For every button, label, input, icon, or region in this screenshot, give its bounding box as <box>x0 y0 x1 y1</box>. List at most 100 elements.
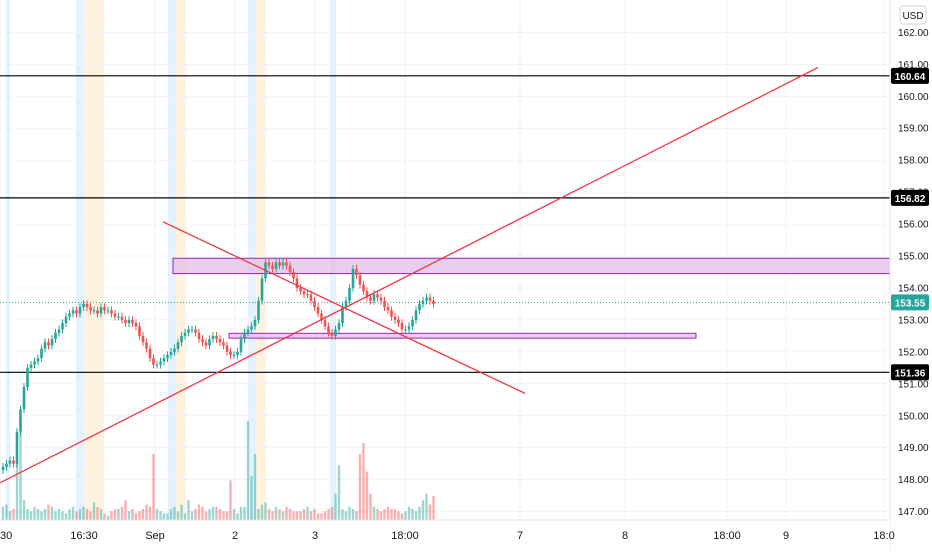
price-tick-label: 162.00 <box>898 28 929 39</box>
volume-bar <box>68 509 71 520</box>
level-price-label: 160.64 <box>895 72 926 83</box>
volume-bar <box>383 509 386 520</box>
candle-body <box>145 342 148 349</box>
volume-bar <box>75 511 78 520</box>
volume-bar <box>334 493 337 520</box>
candle-body <box>379 297 383 301</box>
time-tick-label: 8 <box>622 530 628 542</box>
candle-body <box>5 463 8 467</box>
candle-body <box>103 307 106 311</box>
volume-bar <box>418 506 421 520</box>
trendline <box>0 66 819 484</box>
price-tick-label: 152.00 <box>898 347 929 358</box>
candle-body <box>236 351 239 356</box>
volume-bar <box>110 511 113 520</box>
candles[interactable] <box>1 258 435 474</box>
candle-body <box>316 307 320 314</box>
volume-bar <box>131 509 134 520</box>
volume-bar <box>208 509 211 520</box>
volume-bar <box>215 506 218 520</box>
price-tick-label: 150.00 <box>898 411 929 422</box>
currency-box[interactable] <box>899 5 927 25</box>
volume-bar <box>190 511 194 520</box>
candle-body <box>285 262 288 266</box>
candle-body <box>313 300 316 308</box>
volume-bar <box>197 504 201 520</box>
currency-indicator[interactable]: USD <box>899 5 927 25</box>
volume-bar <box>117 509 120 520</box>
price-axis[interactable]: 147.00 148.00 149.00 150.00 151.00 152.00 153.… <box>889 0 932 550</box>
candle-body <box>68 313 71 317</box>
volume-bar <box>355 511 358 520</box>
time-tick-label: 18:0 <box>873 530 894 542</box>
volume-bar <box>201 506 204 520</box>
volume-bar <box>152 454 155 520</box>
volume-bar <box>204 511 208 520</box>
price-tick-label: 149.00 <box>898 443 929 454</box>
volume-bar <box>173 506 176 520</box>
candle-body <box>194 329 197 333</box>
price-axis-background <box>890 0 932 550</box>
level-price-label-box <box>891 67 929 84</box>
volume-bar <box>26 509 29 520</box>
time-tick-label: 18:00 <box>391 530 419 542</box>
candle-body <box>232 355 236 357</box>
volume-bar <box>148 506 152 520</box>
last-price-label-box <box>891 294 929 311</box>
session-band <box>6 0 10 520</box>
time-axis[interactable]: 30 16:30 Sep 2 3 18:00 7 8 18:00 9 18:0 <box>0 519 895 550</box>
volume-bar <box>400 513 404 520</box>
candle-body <box>106 310 110 312</box>
candle-body <box>243 332 246 340</box>
candle-body <box>176 342 180 349</box>
volume-bar <box>323 511 327 520</box>
volume-bar <box>127 511 131 520</box>
candle-body <box>180 335 183 343</box>
candle-body <box>71 310 75 314</box>
candle-body <box>330 332 334 336</box>
candle-body <box>327 326 330 333</box>
trendlines[interactable] <box>0 66 819 484</box>
time-axis-background <box>0 520 890 550</box>
candle-body <box>414 310 418 320</box>
candle-body <box>159 361 162 365</box>
candle-body <box>351 268 355 288</box>
candle-body <box>281 262 285 266</box>
candle-body <box>239 339 243 352</box>
volume-bar <box>5 504 8 520</box>
candle-body <box>337 323 341 330</box>
price-zones[interactable] <box>172 257 891 339</box>
candle-body <box>267 262 271 266</box>
volume-bar <box>43 509 47 520</box>
candle-body <box>309 294 313 301</box>
volume-bar <box>33 506 36 520</box>
candle-body <box>372 294 376 301</box>
candle-body <box>253 319 257 327</box>
candle-body <box>141 335 145 343</box>
session-band <box>84 0 104 520</box>
candle-body <box>260 278 264 301</box>
volume-bar <box>180 504 183 520</box>
candle-body <box>344 300 348 308</box>
candle-body <box>92 310 96 312</box>
candle-body <box>323 319 327 327</box>
candle-body <box>278 262 281 266</box>
session-band <box>76 0 84 520</box>
currency-label: USD <box>902 11 923 22</box>
candle-body <box>386 307 390 311</box>
horizontal-levels[interactable] <box>0 75 890 373</box>
volume-bar <box>19 432 22 520</box>
volume-bar <box>120 506 124 520</box>
volume-bar <box>425 493 428 520</box>
candle-body <box>124 319 127 324</box>
volume-bar <box>320 513 323 520</box>
volume-bar <box>264 502 267 520</box>
volume-bar <box>341 509 344 520</box>
candle-body <box>26 367 29 388</box>
volume-bar <box>344 511 348 520</box>
price-tick-label: 148.00 <box>898 475 929 486</box>
candle-body <box>299 287 302 292</box>
price-tick-label: 156.00 <box>898 220 929 231</box>
